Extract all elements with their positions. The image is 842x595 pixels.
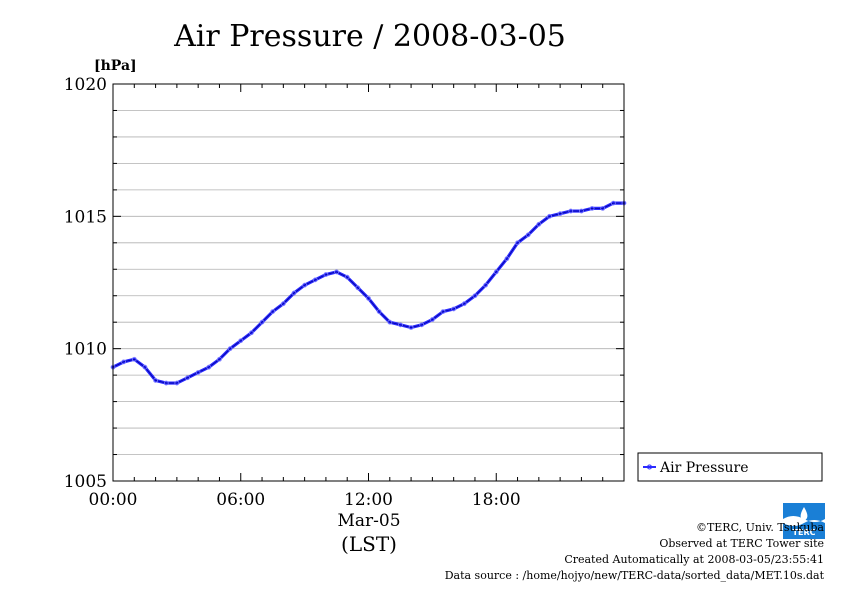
data-point (131, 356, 137, 362)
x-axis-label: Mar-05 (337, 511, 400, 531)
data-point (174, 380, 180, 386)
data-source-text: Data source : /home/hojyo/new/TERC-data/… (444, 569, 824, 582)
data-point (153, 378, 158, 383)
series-layer (110, 200, 627, 386)
data-point (121, 359, 127, 365)
series-line-core (112, 202, 624, 384)
data-point (355, 285, 361, 291)
y-ticks: 1005 1010 1015 1020 (64, 75, 624, 492)
data-point (387, 319, 393, 325)
chart-title: Air Pressure / 2008-03-05 (173, 19, 566, 54)
copyright-text: ©TERC, Univ. Tsukuba (695, 521, 824, 534)
credits: ©TERC, Univ. Tsukuba Observed at TERC To… (445, 520, 824, 584)
data-point (600, 205, 606, 211)
data-point (302, 282, 308, 288)
data-point (323, 272, 329, 277)
data-point (461, 301, 467, 307)
data-point (483, 282, 489, 288)
data-point (270, 309, 276, 315)
terc-logo: TERC (783, 503, 825, 539)
x-tick-label: 12:00 (344, 490, 393, 510)
data-point (398, 322, 403, 328)
grid-lines (113, 110, 624, 455)
data-point (408, 325, 414, 330)
svg-text:TERC: TERC (793, 528, 816, 537)
data-point (451, 306, 457, 312)
data-point (515, 240, 520, 246)
data-point (376, 309, 382, 315)
data-point (227, 346, 233, 352)
series-line (111, 201, 626, 385)
y-tick-label: 1005 (64, 472, 107, 492)
x-tick-label: 18:00 (472, 490, 521, 510)
data-point (610, 200, 616, 206)
data-point (429, 317, 435, 322)
data-point (238, 338, 244, 344)
data-point (472, 293, 478, 299)
data-point (589, 205, 595, 211)
y-tick-label: 1020 (64, 75, 107, 95)
data-point (185, 375, 190, 381)
data-point (547, 213, 552, 219)
data-point (280, 301, 286, 307)
data-point (344, 274, 350, 280)
data-point (195, 370, 201, 375)
legend-swatch-marker (647, 464, 652, 470)
x-ticks: 00:00 06:00 12:00 18:00 (89, 84, 625, 510)
data-point (419, 322, 425, 328)
data-point (142, 364, 148, 370)
x-tick-label: 06:00 (216, 490, 265, 510)
data-point (504, 256, 510, 262)
data-point (248, 330, 254, 336)
legend-label: Air Pressure (659, 460, 749, 476)
y-tick-label: 1010 (64, 340, 107, 360)
y-axis-unit: [hPa] (94, 58, 137, 74)
data-point (366, 295, 371, 301)
data-point (206, 364, 212, 370)
created-timestamp-text: Created Automatically at 2008-03-05/23:5… (564, 553, 824, 566)
data-point (259, 319, 265, 325)
data-point (163, 380, 169, 386)
data-point (312, 277, 318, 283)
legend: Air Pressure (637, 452, 823, 482)
legend-box (637, 452, 823, 482)
data-point (568, 208, 574, 214)
data-point (440, 309, 446, 315)
data-point (334, 269, 339, 275)
data-point (217, 356, 222, 362)
data-point (579, 208, 584, 214)
data-point (536, 221, 542, 227)
x-axis-sublabel: (LST) (341, 532, 397, 556)
data-point (557, 211, 563, 217)
observation-site-text: Observed at TERC Tower site (659, 537, 824, 550)
x-tick-label: 00:00 (89, 490, 138, 510)
data-point (291, 290, 297, 296)
data-point (493, 269, 499, 275)
y-tick-label: 1015 (64, 207, 107, 227)
data-point (525, 232, 531, 238)
plot-frame (112, 83, 625, 482)
